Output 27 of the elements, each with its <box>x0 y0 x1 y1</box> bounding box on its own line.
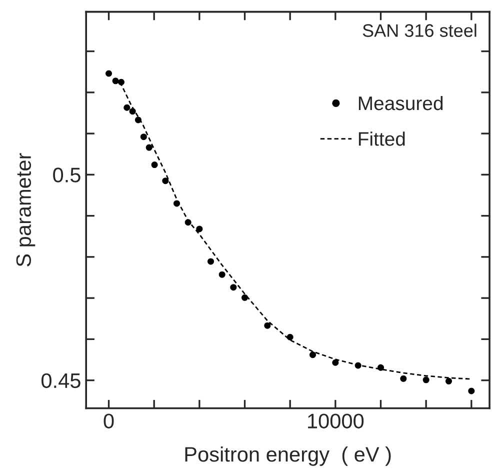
point <box>230 284 237 291</box>
point <box>162 178 169 184</box>
point <box>332 359 339 366</box>
point <box>151 162 158 168</box>
x-axis-title: Positron energy ( eV ) <box>185 446 391 466</box>
point <box>400 375 407 382</box>
point <box>124 104 130 111</box>
point <box>196 226 203 232</box>
point <box>208 258 214 265</box>
x-tick-label: 10000 <box>308 414 364 428</box>
x-tick-label: 0 <box>104 414 114 428</box>
y-axis-title: S parameter <box>16 153 36 266</box>
point <box>146 144 152 151</box>
point <box>140 134 147 140</box>
point <box>468 388 475 394</box>
point <box>264 322 271 329</box>
point <box>106 70 112 77</box>
point <box>112 78 119 84</box>
point <box>445 378 452 384</box>
point <box>218 271 226 278</box>
annotation: SAN 316 steel <box>362 24 476 37</box>
point <box>422 376 430 384</box>
y-tick-label: 0.45 <box>42 373 80 388</box>
point <box>309 352 316 358</box>
y-tick-label: 0.5 <box>53 168 80 182</box>
legend-label: Fitted <box>358 132 405 146</box>
legend-label: Measured <box>358 96 443 110</box>
